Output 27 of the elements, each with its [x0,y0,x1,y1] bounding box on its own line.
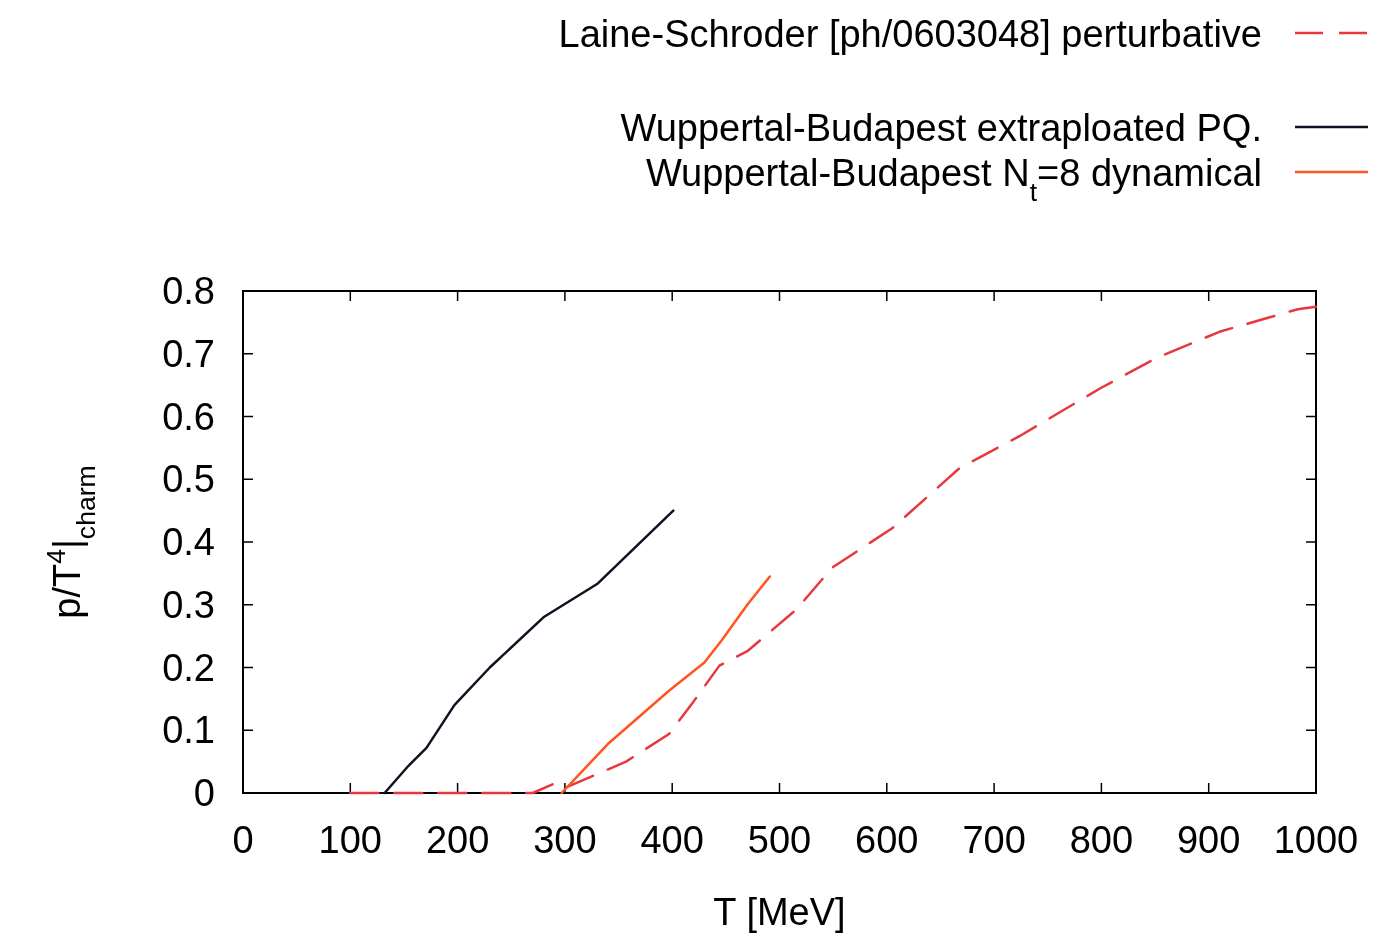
line-series [349,305,1318,795]
y-tick-label: 0.3 [162,583,215,626]
y-tick-label: 0.2 [162,646,215,689]
x-axis-title: T [MeV] [713,891,846,933]
x-tick-label: 800 [1069,819,1134,861]
x-tick-label: 900 [1177,819,1241,861]
line-series [383,509,675,795]
y-tick-label: 0.7 [162,332,215,375]
x-tick-label: 0 [232,819,254,861]
x-tick-label: 1000 [1273,819,1359,861]
x-tick-label: 600 [855,819,919,861]
line-series [560,575,772,795]
y-tick-label: 0.4 [162,521,215,563]
x-tick-label: 700 [962,819,1026,861]
legend-label: Laine-Schroder [ph/0603048] perturbative [558,13,1262,55]
y-tick-label: 0.6 [162,395,215,438]
y-tick-label: 0.5 [162,458,215,501]
x-tick-label: 200 [425,819,490,861]
x-tick-label: 100 [318,819,382,861]
legend-label: Wuppertal-Budapest N$_{t}$=8 dynamical [645,152,1262,207]
x-tick-label: 400 [640,819,704,861]
y-tick-label: 0 [193,772,215,814]
y-tick-label: 0.8 [162,270,215,312]
legend-label: Wuppertal-Budapest extraploated PQ. [620,107,1262,149]
x-tick-label: 300 [533,819,597,861]
x-tick-label: 500 [747,819,812,861]
y-tick-label: 0.1 [162,709,215,752]
